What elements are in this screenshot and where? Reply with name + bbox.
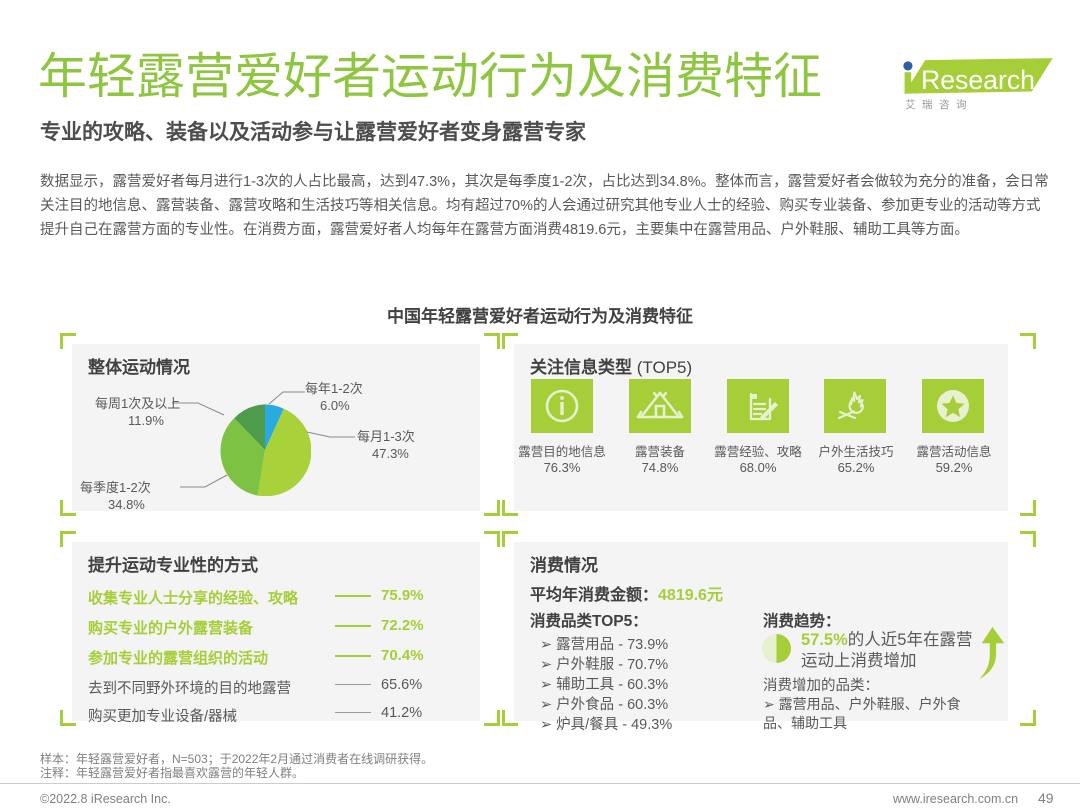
- svg-text:Research: Research: [921, 65, 1035, 95]
